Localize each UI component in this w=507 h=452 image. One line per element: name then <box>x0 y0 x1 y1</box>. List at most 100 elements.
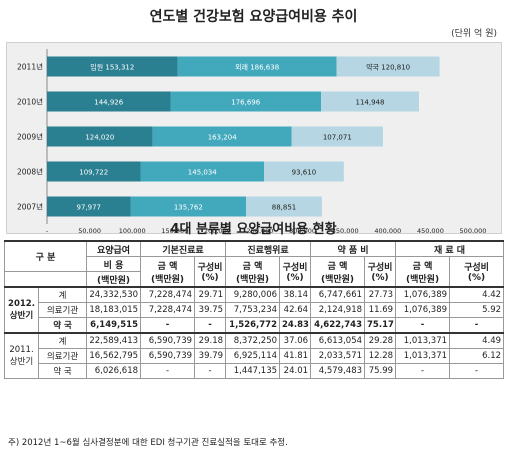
table-row: 약 국 6,026,618 - - 1,447,135 24.01 4,579,… <box>5 363 505 379</box>
cell-ratio-material: 4.49 <box>449 332 505 349</box>
cell-amt-material: - <box>395 363 451 379</box>
footnote: 주) 2012년 1~6월 심사결정분에 대한 EDI 청구기관 진료실적을 토… <box>8 438 288 448</box>
data-label: 145,034 <box>188 169 217 177</box>
cell-ratio-basic: 39.79 <box>194 348 227 364</box>
bar-약국 <box>321 91 419 112</box>
table-row: 약 국 6,149,515 - - 1,526,772 24.83 4,622,… <box>5 317 505 334</box>
cell-amt-material: 1,013,371 <box>395 332 451 349</box>
cell-ratio-material: - <box>449 317 505 334</box>
cell-ratio-drug: 75.99 <box>364 363 397 379</box>
category-label: 2007년 <box>17 202 43 212</box>
header-basic: 기본진료료 <box>140 240 227 257</box>
cell-amt-basic: 6,590,739 <box>140 332 196 349</box>
cell-ratio-basic: 29.18 <box>194 332 227 349</box>
cell-ratio-basic: - <box>194 317 227 334</box>
cell-ratio-material: - <box>449 363 505 379</box>
data-label: 93,610 <box>292 169 317 177</box>
cell-total: 16,562,795 <box>86 348 142 364</box>
cell-ratio-treatment: 37.06 <box>279 332 312 349</box>
cell-ratio-basic: - <box>194 363 227 379</box>
category-label: 2011년 <box>17 62 43 72</box>
header-ratio-4: 구성비 (%) <box>449 256 505 288</box>
cell-ratio-drug: 29.28 <box>364 332 397 349</box>
x-tick-label: - <box>46 227 49 233</box>
cell-ratio-drug: 75.17 <box>364 317 397 334</box>
category-label: 2009년 <box>17 132 43 142</box>
cost-table: 구 분 요양급여 기본진료료 진료행위료 약 품 비 재 료 대 비 용 금 액… <box>3 240 505 379</box>
cell-amt-treatment: 7,753,234 <box>225 302 281 318</box>
x-tick-label: 250,000 <box>247 227 274 233</box>
header-total: 요양급여 <box>86 240 142 257</box>
data-label: 114,948 <box>356 99 385 107</box>
x-tick-label: 100,000 <box>119 227 146 233</box>
bar-입원 <box>47 91 171 112</box>
cell-amt-material: 1,076,389 <box>395 302 451 318</box>
header-amt-3: 금 액 (백만원) <box>310 256 366 288</box>
cell-amt-treatment: 6,925,114 <box>225 348 281 364</box>
header-gubun: 구 분 <box>3 240 88 272</box>
cell-amt-drug: 4,579,483 <box>310 363 366 379</box>
row-label: 의료기관 <box>37 302 88 318</box>
cell-ratio-basic: 39.75 <box>194 302 227 318</box>
bar-외래 <box>170 91 322 112</box>
bar-입원 <box>47 196 131 217</box>
header-amt-4: 금 액 (백만원) <box>395 256 451 288</box>
x-tick-label: 50,000 <box>78 227 101 233</box>
header-ratio-1: 구성비 (%) <box>194 256 227 288</box>
x-tick-label: 400,000 <box>374 227 401 233</box>
bar-외래 <box>177 56 337 77</box>
bar-약국 <box>264 161 344 182</box>
x-tick-label: 350,000 <box>332 227 359 233</box>
cell-amt-basic: 6,590,739 <box>140 348 196 364</box>
data-label: 88,851 <box>272 204 297 212</box>
cell-ratio-treatment: 38.14 <box>279 286 312 303</box>
row-label: 의료기관 <box>37 348 88 364</box>
data-label: 144,926 <box>94 99 123 107</box>
cell-amt-treatment: 9,280,006 <box>225 286 281 303</box>
data-label: 입원 153,312 <box>90 63 134 72</box>
unit-label: (단위 억 원) <box>451 29 497 39</box>
cell-amt-basic: 7,228,474 <box>140 286 196 303</box>
header-amt-1: 금 액 (백만원) <box>140 256 196 288</box>
table-row: 의료기관 18,183,015 7,228,474 39.75 7,753,23… <box>5 302 505 318</box>
data-label: 외래 186,638 <box>235 63 279 72</box>
bar-입원 <box>47 161 141 182</box>
cell-amt-basic: - <box>140 363 196 379</box>
bar-외래 <box>152 126 292 147</box>
cell-total: 22,589,413 <box>86 332 142 349</box>
header-drug: 약 품 비 <box>310 240 397 257</box>
x-tick-label: 450,000 <box>417 227 444 233</box>
data-label: 약국 120,810 <box>366 63 410 72</box>
header-ratio-2: 구성비 (%) <box>279 256 312 288</box>
header-ratio-3: 구성비 (%) <box>364 256 397 288</box>
row-label: 계 <box>37 332 88 349</box>
header-total-unit: (백만원) <box>86 271 142 288</box>
period-2011: 2011. 상반기 <box>4 332 39 379</box>
cell-ratio-treatment: 24.01 <box>279 363 312 379</box>
table-row: 2012. 상반기 계 24,332,530 7,228,474 29.71 9,… <box>4 286 505 334</box>
row-label: 계 <box>37 286 88 303</box>
cell-amt-material: 1,013,371 <box>395 348 451 364</box>
bar-입원 <box>47 126 153 147</box>
cell-amt-drug: 4,622,743 <box>310 317 366 334</box>
chart-panel: 2011년 입원 153,312 외래 186,638 약국 120,810 2010년… <box>6 42 502 234</box>
cell-ratio-drug: 27.73 <box>364 286 397 303</box>
chart-title: 연도별 건강보험 요양급여비용 추이 <box>149 9 358 25</box>
bar-약국 <box>336 56 440 77</box>
cell-total: 24,332,530 <box>86 286 142 303</box>
data-label: 163,204 <box>208 134 237 142</box>
bar-외래 <box>130 196 247 217</box>
bar-외래 <box>140 161 265 182</box>
cell-amt-drug: 6,747,661 <box>310 286 366 303</box>
data-label: 97,977 <box>76 204 101 212</box>
cell-ratio-material: 6.12 <box>449 348 505 364</box>
category-label: 2008년 <box>17 167 43 177</box>
cell-ratio-drug: 12.28 <box>364 348 397 364</box>
cell-ratio-drug: 11.69 <box>364 302 397 318</box>
cell-ratio-basic: 29.71 <box>194 286 227 303</box>
cell-amt-treatment: 1,447,135 <box>225 363 281 379</box>
category-label: 2010년 <box>17 97 43 107</box>
bar-chart: 2011년 입원 153,312 외래 186,638 약국 120,810 2010년… <box>17 49 486 233</box>
data-label: 135,762 <box>174 204 203 212</box>
cell-amt-drug: 2,124,918 <box>310 302 366 318</box>
